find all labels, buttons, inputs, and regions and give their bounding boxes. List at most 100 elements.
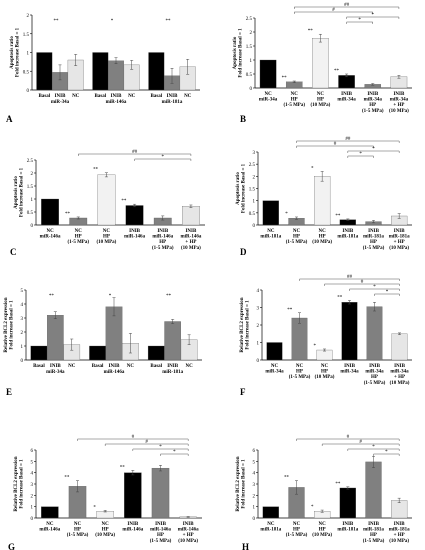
- y-tick-label: 2: [250, 31, 253, 36]
- bar: [97, 174, 116, 226]
- bracket-symbol: *: [173, 450, 176, 455]
- category-label: NC: [185, 364, 193, 369]
- bar: [365, 461, 382, 519]
- y-tick-label: 4: [257, 289, 260, 294]
- category-label: INIB: [157, 229, 169, 234]
- bar: [312, 38, 329, 89]
- category-label: miR-146a: [124, 235, 145, 240]
- panel-letter: D: [240, 247, 247, 257]
- category-label: miR-34a: [265, 370, 284, 375]
- category-label: miR-181a: [337, 235, 358, 240]
- category-label: HP: [293, 235, 300, 240]
- category-label: (1-5 MPa): [286, 533, 308, 538]
- group-label: INIB: [167, 364, 179, 369]
- category-label: HP: [102, 528, 109, 533]
- category-label: (10 MPa): [96, 240, 116, 245]
- bar: [108, 60, 124, 91]
- bracket-symbol: ##: [347, 275, 353, 280]
- category-label: NC: [267, 522, 275, 527]
- significance-mark: **: [335, 482, 341, 487]
- bracket-symbol: ##: [132, 150, 138, 155]
- significance-mark: **: [337, 296, 343, 301]
- category-label: (10 MPa): [312, 240, 332, 245]
- category-label: INIB: [129, 229, 141, 234]
- significance-mark: **: [166, 294, 172, 299]
- panel-letter: H: [242, 542, 249, 550]
- category-label: HP: [321, 370, 328, 375]
- group-label: miR-181a: [162, 100, 183, 105]
- bracket-symbol: #: [334, 142, 337, 147]
- significance-mark: **: [334, 69, 340, 74]
- category-label: INIB: [127, 522, 139, 527]
- bracket-symbol: #: [332, 8, 335, 13]
- bar: [391, 500, 408, 519]
- y-axis-label: Fold increase Basal = 1: [242, 459, 247, 509]
- category-label: INIB: [185, 229, 197, 234]
- category-label: INIB: [394, 229, 406, 234]
- category-label: NC: [317, 92, 325, 97]
- y-tick-label: 0: [31, 224, 34, 229]
- y-axis-label: Fold increase Basal = 1: [246, 300, 251, 350]
- bar: [41, 506, 59, 519]
- panel-letter: E: [6, 387, 12, 397]
- significance-mark: *: [93, 505, 96, 510]
- group-label: miR-34a: [46, 370, 65, 375]
- category-label: miR-34a: [337, 98, 356, 103]
- category-label: NC: [127, 364, 135, 369]
- panel-letter: B: [240, 114, 246, 124]
- category-label: NC: [293, 522, 301, 527]
- y-axis-label: Fold increase Basal = 1: [20, 459, 25, 509]
- y-tick-label: 2: [27, 14, 30, 19]
- category-label: HP: [370, 533, 377, 538]
- bar: [338, 75, 355, 89]
- category-label: miR-181a: [389, 235, 410, 240]
- group-label: INIB: [109, 364, 121, 369]
- bracket-symbol: ##: [344, 3, 350, 8]
- category-label: NC: [267, 229, 275, 234]
- significance-mark: *: [314, 344, 317, 349]
- y-tick-label: 1.5: [27, 185, 34, 190]
- y-tick-label: 4: [21, 303, 24, 308]
- significance-mark: **: [121, 199, 127, 204]
- significance-mark: *: [311, 505, 314, 510]
- category-label: INIB: [342, 522, 354, 527]
- bracket-symbol: ##: [345, 137, 351, 142]
- y-axis-label: Fold increase Basal = 1: [16, 27, 21, 77]
- bracket-symbol: #: [347, 435, 350, 440]
- group-label: INIB: [55, 94, 67, 99]
- y-tick-label: 0.5: [249, 212, 256, 217]
- panel-c: 0 0.5 1 1.5 2 2.5 Apoptosis ratio Fold increase…: [10, 150, 205, 257]
- significance-mark: **: [65, 212, 71, 217]
- bar: [339, 487, 356, 519]
- y-axis-label: Apoptosis ratio: [14, 176, 19, 209]
- bar: [92, 52, 109, 91]
- panel-f: 0 1 2 3 4 Relative BCL2 expression Fold increa…: [240, 275, 412, 397]
- category-label: HP: [291, 98, 298, 103]
- y-tick-label: 1.5: [23, 33, 30, 38]
- significance-mark: **: [166, 19, 172, 24]
- category-label: miR-181a: [337, 528, 358, 533]
- bracket-symbol: #: [359, 440, 362, 445]
- significance-mark: **: [282, 76, 288, 81]
- category-label: NC: [271, 364, 279, 369]
- category-label: miR-146a: [152, 235, 173, 240]
- category-label: NC: [68, 364, 76, 369]
- y-tick-label: 0.5: [27, 211, 34, 216]
- y-tick-label: 1.5: [246, 45, 253, 50]
- category-label: NC: [321, 364, 329, 369]
- y-tick-label: 1: [21, 345, 24, 350]
- panel-h: 0 1 2 3 4 5 6 Relative BCL2 expression Fold incr…: [236, 435, 412, 550]
- category-label: Basal: [38, 94, 50, 99]
- significance-mark: *: [109, 294, 112, 299]
- bracket-symbol: *: [372, 13, 375, 18]
- bracket-symbol: *: [372, 445, 375, 450]
- category-label: Basal: [92, 364, 104, 369]
- category-label: (1-5 MPa): [67, 533, 89, 538]
- panel-e: 0 1 2 3 4 5 Relative BCL2 expression Fold incre…: [4, 289, 202, 397]
- category-label: miR-34a: [365, 370, 384, 375]
- y-tick-label: 3: [253, 151, 256, 156]
- y-tick-label: 0: [250, 87, 253, 92]
- category-label: NC: [46, 522, 54, 527]
- bracket-symbol: *: [159, 445, 162, 450]
- category-label: INIB: [342, 229, 354, 234]
